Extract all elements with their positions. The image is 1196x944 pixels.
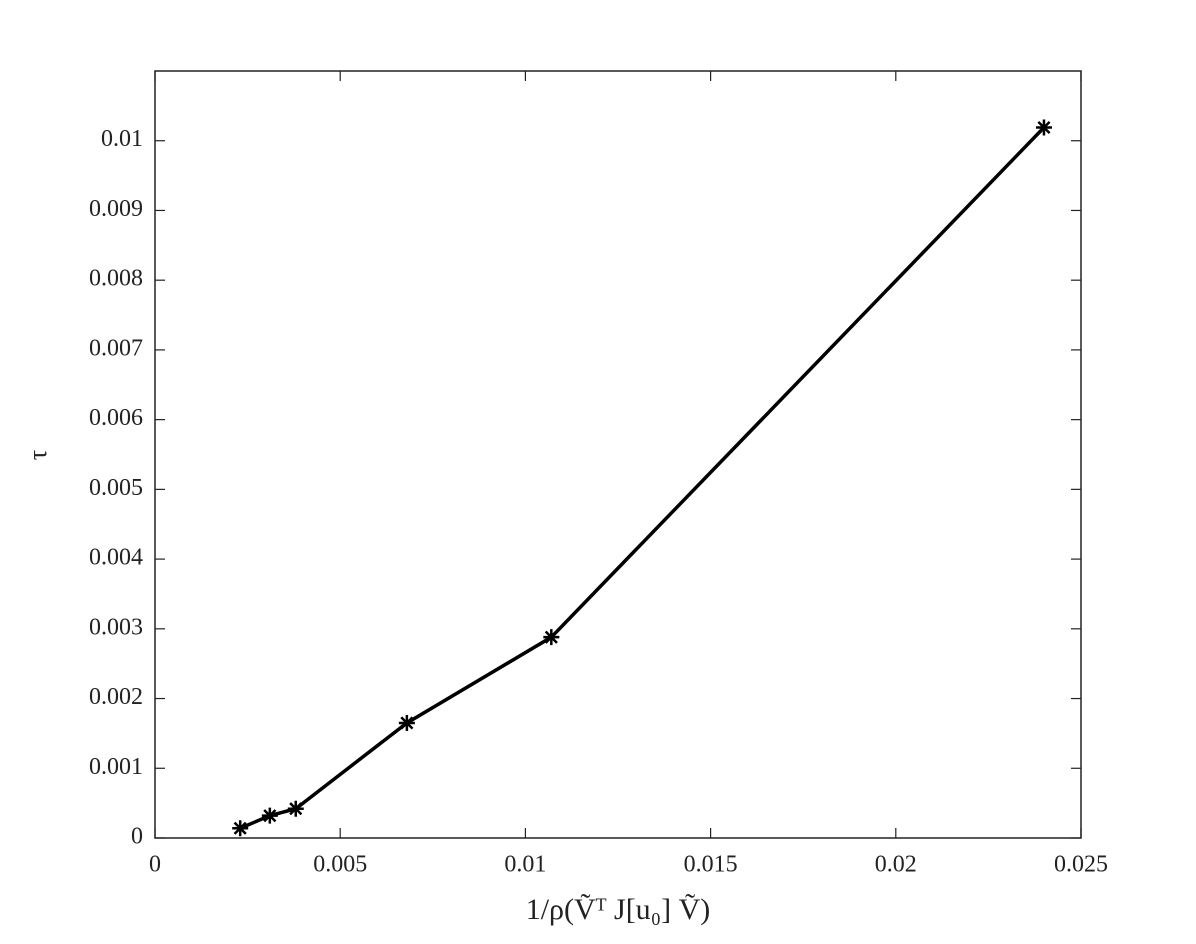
y-tick-label: 0.009 — [89, 196, 143, 222]
marker — [543, 629, 560, 646]
x-tick-label: 0.005 — [313, 852, 367, 878]
x-tick-label: 0.015 — [684, 852, 738, 878]
marker — [261, 807, 278, 824]
y-tick-label: 0 — [131, 824, 143, 850]
x-tick-label: 0.02 — [875, 852, 917, 878]
y-tick-label: 0.003 — [89, 614, 143, 640]
marker — [1035, 119, 1052, 136]
marker — [232, 820, 249, 837]
plot-frame — [154, 70, 1082, 839]
x-tick-label: 0 — [149, 852, 161, 878]
y-tick-label: 0.002 — [89, 684, 143, 710]
marker — [398, 714, 415, 731]
y-tick-label: 0.004 — [89, 545, 143, 571]
y-tick-label: 0.007 — [89, 335, 143, 361]
y-tick-label: 0.008 — [89, 266, 143, 292]
x-tick-label: 0.01 — [504, 852, 546, 878]
x-tick-label: 0.025 — [1054, 852, 1108, 878]
y-tick-label: 0.001 — [89, 754, 143, 780]
x-axis-label: 1/ρ(Ṽᵀ J[u₀] Ṽ) — [526, 893, 711, 926]
marker — [287, 800, 304, 817]
line — [239, 126, 1046, 830]
y-tick-label: 0.005 — [89, 475, 143, 501]
y-tick-label: 0.01 — [101, 126, 143, 152]
y-axis-label: τ — [23, 450, 52, 460]
y-tick-label: 0.006 — [89, 405, 143, 431]
